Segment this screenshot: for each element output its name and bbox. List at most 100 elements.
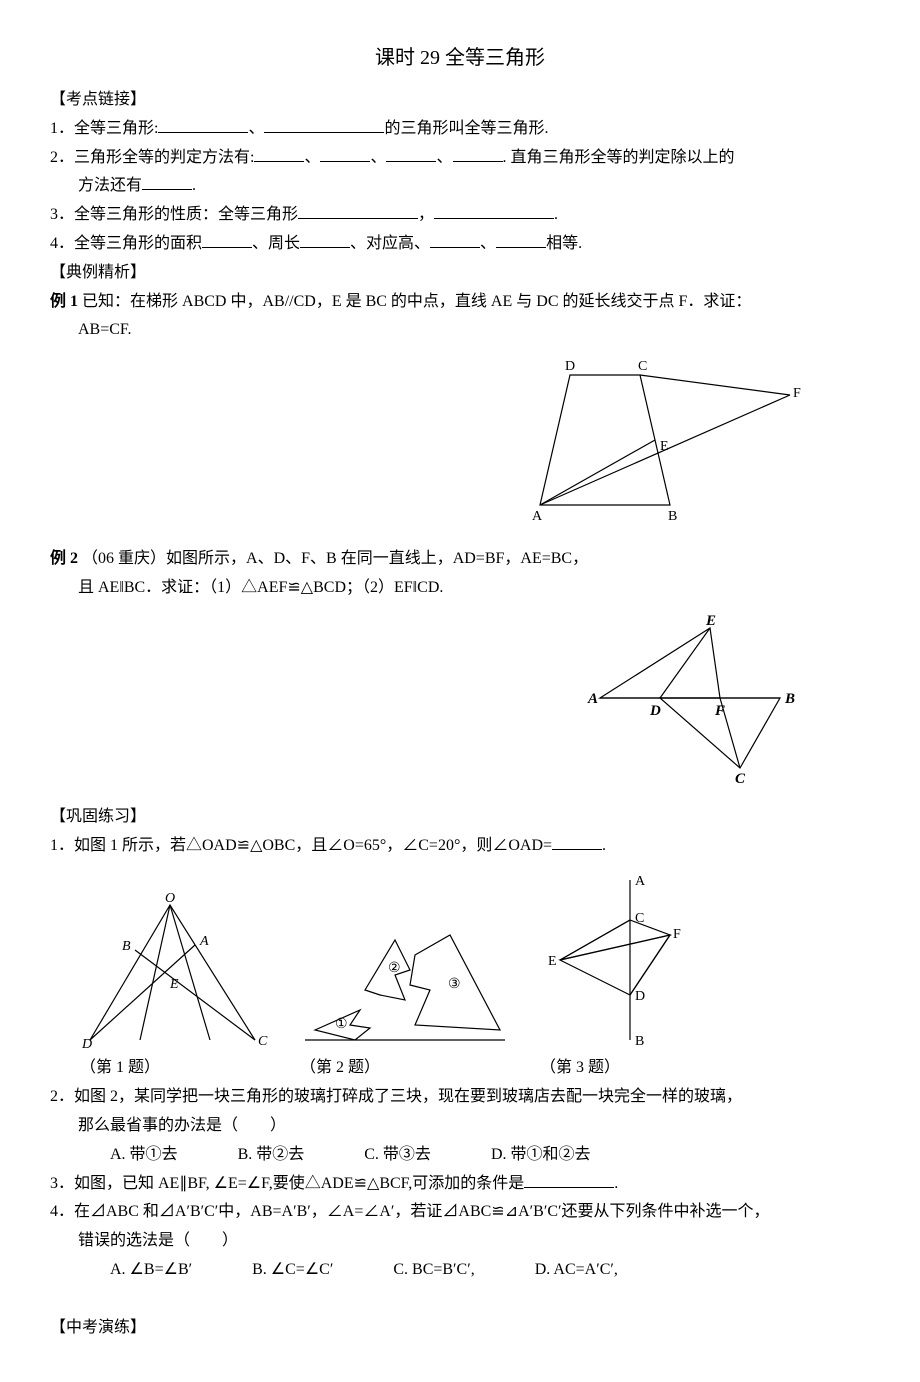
kaodian-item-3: 3．全等三角形的性质：全等三角形 ，. <box>50 201 870 230</box>
label-c: C <box>258 1034 268 1049</box>
practice-fig-3: A C F E D B （第 3 题） <box>540 870 690 1083</box>
practice-4: 4．在⊿ABC 和⊿A′B′C′中，AB=A′B′，∠A=∠A′，若证⊿ABC≌… <box>50 1198 870 1227</box>
figure-example-2: E A D F B C <box>50 613 870 783</box>
label-f: F <box>714 703 725 719</box>
text: 2．三角形全等的判定方法有: <box>50 149 254 166</box>
text: 、对应高、 <box>350 235 430 252</box>
text: 、周长 <box>252 235 300 252</box>
text: . <box>602 837 606 854</box>
label-b: B <box>668 509 677 524</box>
example-1: 例 1 已知：在梯形 ABCD 中，AB//CD，E 是 BC 的中点，直线 A… <box>50 288 870 317</box>
practice-4-options: A. ∠B=∠B′ B. ∠C=∠C′ C. BC=B′C′, D. AC=A′… <box>50 1256 870 1285</box>
blank <box>142 173 192 190</box>
text: 的三角形叫全等三角形. <box>384 120 548 137</box>
kaodian-item-2b: 方法还有. <box>50 172 870 201</box>
blank <box>434 202 554 219</box>
text: 3．全等三角形的性质：全等三角形 <box>50 206 298 223</box>
label-e: E <box>660 439 669 454</box>
blank <box>430 231 480 248</box>
option-c: C. 带③去 <box>364 1141 431 1170</box>
option-c: C. BC=B′C′, <box>393 1256 474 1285</box>
label-c: C <box>735 771 746 783</box>
example-2b: 且 AE‖BC．求证：（1）△AEF≌△BCD；（2）EF‖CD. <box>50 574 870 603</box>
text: . <box>192 177 196 194</box>
practice-fig-2: ① ② ③ （第 2 题） <box>300 910 510 1083</box>
section-zhongkao: 【中考演练】 <box>50 1314 870 1343</box>
example-label: 例 1 <box>50 293 78 310</box>
blank <box>496 231 546 248</box>
kaodian-item-2: 2．三角形全等的判定方法有: 、 、 、 . 直角三角形全等的判定除以上的 <box>50 144 870 173</box>
label-c: C <box>638 359 647 374</box>
label-a: A <box>532 509 543 524</box>
label-d: D <box>81 1037 92 1050</box>
text: 1．全等三角形: <box>50 120 158 137</box>
section-dianli: 【典例精析】 <box>50 259 870 288</box>
practice-1: 1．如图 1 所示，若△OAD≌△OBC，且∠O=65°，∠C=20°，则∠OA… <box>50 832 870 861</box>
label-2: ② <box>388 961 401 976</box>
text: 、 <box>304 149 320 166</box>
text: ， <box>418 206 434 223</box>
figure-caption: （第 1 题） <box>80 1054 270 1083</box>
label-a: A <box>635 874 646 889</box>
option-b: B. ∠C=∠C′ <box>252 1256 333 1285</box>
blank <box>298 202 418 219</box>
text: 、 <box>248 120 264 137</box>
label-a: A <box>199 934 209 949</box>
label-e: E <box>548 954 557 969</box>
label-d: D <box>565 359 575 374</box>
label-b: B <box>784 691 795 707</box>
text: 、 <box>436 149 452 166</box>
figure-caption: （第 2 题） <box>300 1054 510 1083</box>
label-f: F <box>673 927 681 942</box>
practice-2b: 那么最省事的办法是（ ） <box>50 1112 870 1141</box>
blank <box>320 145 370 162</box>
label-o: O <box>165 891 175 906</box>
blank <box>254 145 304 162</box>
practice-2-options: A. 带①去 B. 带②去 C. 带③去 D. 带①和②去 <box>50 1141 870 1170</box>
option-d: D. AC=A′C′, <box>535 1256 618 1285</box>
practice-fig-1: O A B E D C （第 1 题） <box>80 890 270 1083</box>
section-kaodian: 【考点链接】 <box>50 86 870 115</box>
blank <box>453 145 503 162</box>
example-2: 例 2 （06 重庆）如图所示，A、D、F、B 在同一直线上，AD=BF，AE=… <box>50 545 870 574</box>
label-3: ③ <box>448 977 461 992</box>
blank <box>524 1171 614 1188</box>
kaodian-item-1: 1．全等三角形: 、 的三角形叫全等三角形. <box>50 115 870 144</box>
practice-2: 2．如图 2，某同学把一块三角形的玻璃打碎成了三块，现在要到玻璃店去配一块完全一… <box>50 1083 870 1112</box>
text: 已知：在梯形 ABCD 中，AB//CD，E 是 BC 的中点，直线 AE 与 … <box>78 293 751 310</box>
text: 方法还有 <box>78 177 142 194</box>
text: 、 <box>480 235 496 252</box>
figure-example-1: D C F E A B <box>50 355 870 525</box>
label-c: C <box>635 911 644 926</box>
label-1: ① <box>335 1017 348 1032</box>
blank <box>264 116 384 133</box>
section-gonggu: 【巩固练习】 <box>50 803 870 832</box>
example-1b: AB=CF. <box>50 316 870 345</box>
text: . 直角三角形全等的判定除以上的 <box>503 149 735 166</box>
text: . <box>554 206 558 223</box>
label-e: E <box>705 613 716 629</box>
blank <box>300 231 350 248</box>
page-title: 课时 29 全等三角形 <box>50 40 870 76</box>
label-b: B <box>122 939 131 954</box>
text: （06 重庆）如图所示，A、D、F、B 在同一直线上，AD=BF，AE=BC， <box>78 550 588 567</box>
text: 4．全等三角形的面积 <box>50 235 202 252</box>
text: 3．如图，已知 AE∥BF, ∠E=∠F,要使△ADE≌△BCF,可添加的条件是 <box>50 1175 524 1192</box>
text: 相等. <box>546 235 582 252</box>
blank <box>158 116 248 133</box>
blank <box>552 833 602 850</box>
text: 、 <box>370 149 386 166</box>
practice-figures: O A B E D C （第 1 题） ① ② ③ （第 2 题） <box>80 870 870 1083</box>
blank <box>202 231 252 248</box>
option-b: B. 带②去 <box>238 1141 305 1170</box>
practice-3: 3．如图，已知 AE∥BF, ∠E=∠F,要使△ADE≌△BCF,可添加的条件是… <box>50 1170 870 1199</box>
option-a: A. ∠B=∠B′ <box>110 1256 192 1285</box>
option-d: D. 带①和②去 <box>491 1141 591 1170</box>
label-d: D <box>635 989 645 1004</box>
kaodian-item-4: 4．全等三角形的面积 、周长 、对应高、 、 相等. <box>50 230 870 259</box>
label-b: B <box>635 1034 644 1049</box>
blank <box>386 145 436 162</box>
label-f: F <box>793 386 801 401</box>
practice-4b: 错误的选法是（ ） <box>50 1227 870 1256</box>
label-e: E <box>169 977 179 992</box>
